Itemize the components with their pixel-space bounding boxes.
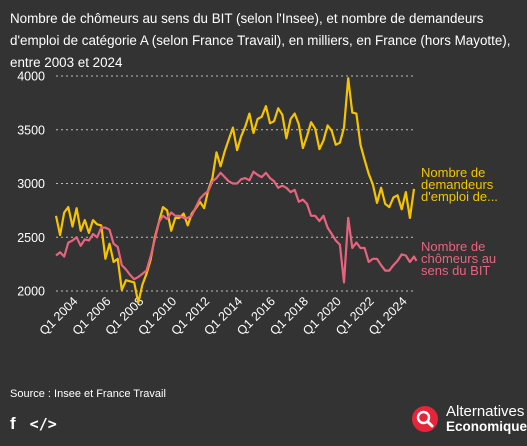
embed-code-icon[interactable]: </> [29, 415, 57, 433]
series-label: Nombre de [421, 239, 485, 254]
series-label: Nombre de [421, 165, 485, 180]
series-line-chomeurs [55, 170, 418, 284]
series-label: chômeurs au [421, 251, 496, 266]
series-label: demandeurs [421, 177, 494, 192]
brand-name-line1: Alternatives [446, 403, 525, 420]
share-bar: f </> [10, 414, 57, 434]
y-axis-tick-labels: 2000 2500 3000 3500 4000 [17, 70, 45, 299]
brand-name-line2: Economiques [446, 419, 527, 434]
series-lines [54, 77, 418, 304]
y-tick-label: 2500 [17, 231, 45, 245]
series-line-demandeurs [54, 77, 416, 304]
facebook-icon[interactable]: f [10, 414, 16, 433]
source-note: Source : Insee et France Travail [10, 388, 166, 400]
y-tick-label: 4000 [17, 70, 45, 84]
series-label: sens du BIT [421, 263, 490, 278]
chart-title: Nombre de chômeurs au sens du BIT (selon… [10, 11, 511, 70]
y-tick-label: 3500 [17, 123, 45, 137]
y-tick-label: 3000 [17, 177, 45, 191]
y-tick-label: 2000 [17, 285, 45, 299]
series-label: d'emploi de... [421, 189, 498, 204]
brand-logo: Alternatives Economiques [412, 404, 527, 434]
magnifier-logo-icon [412, 406, 438, 432]
